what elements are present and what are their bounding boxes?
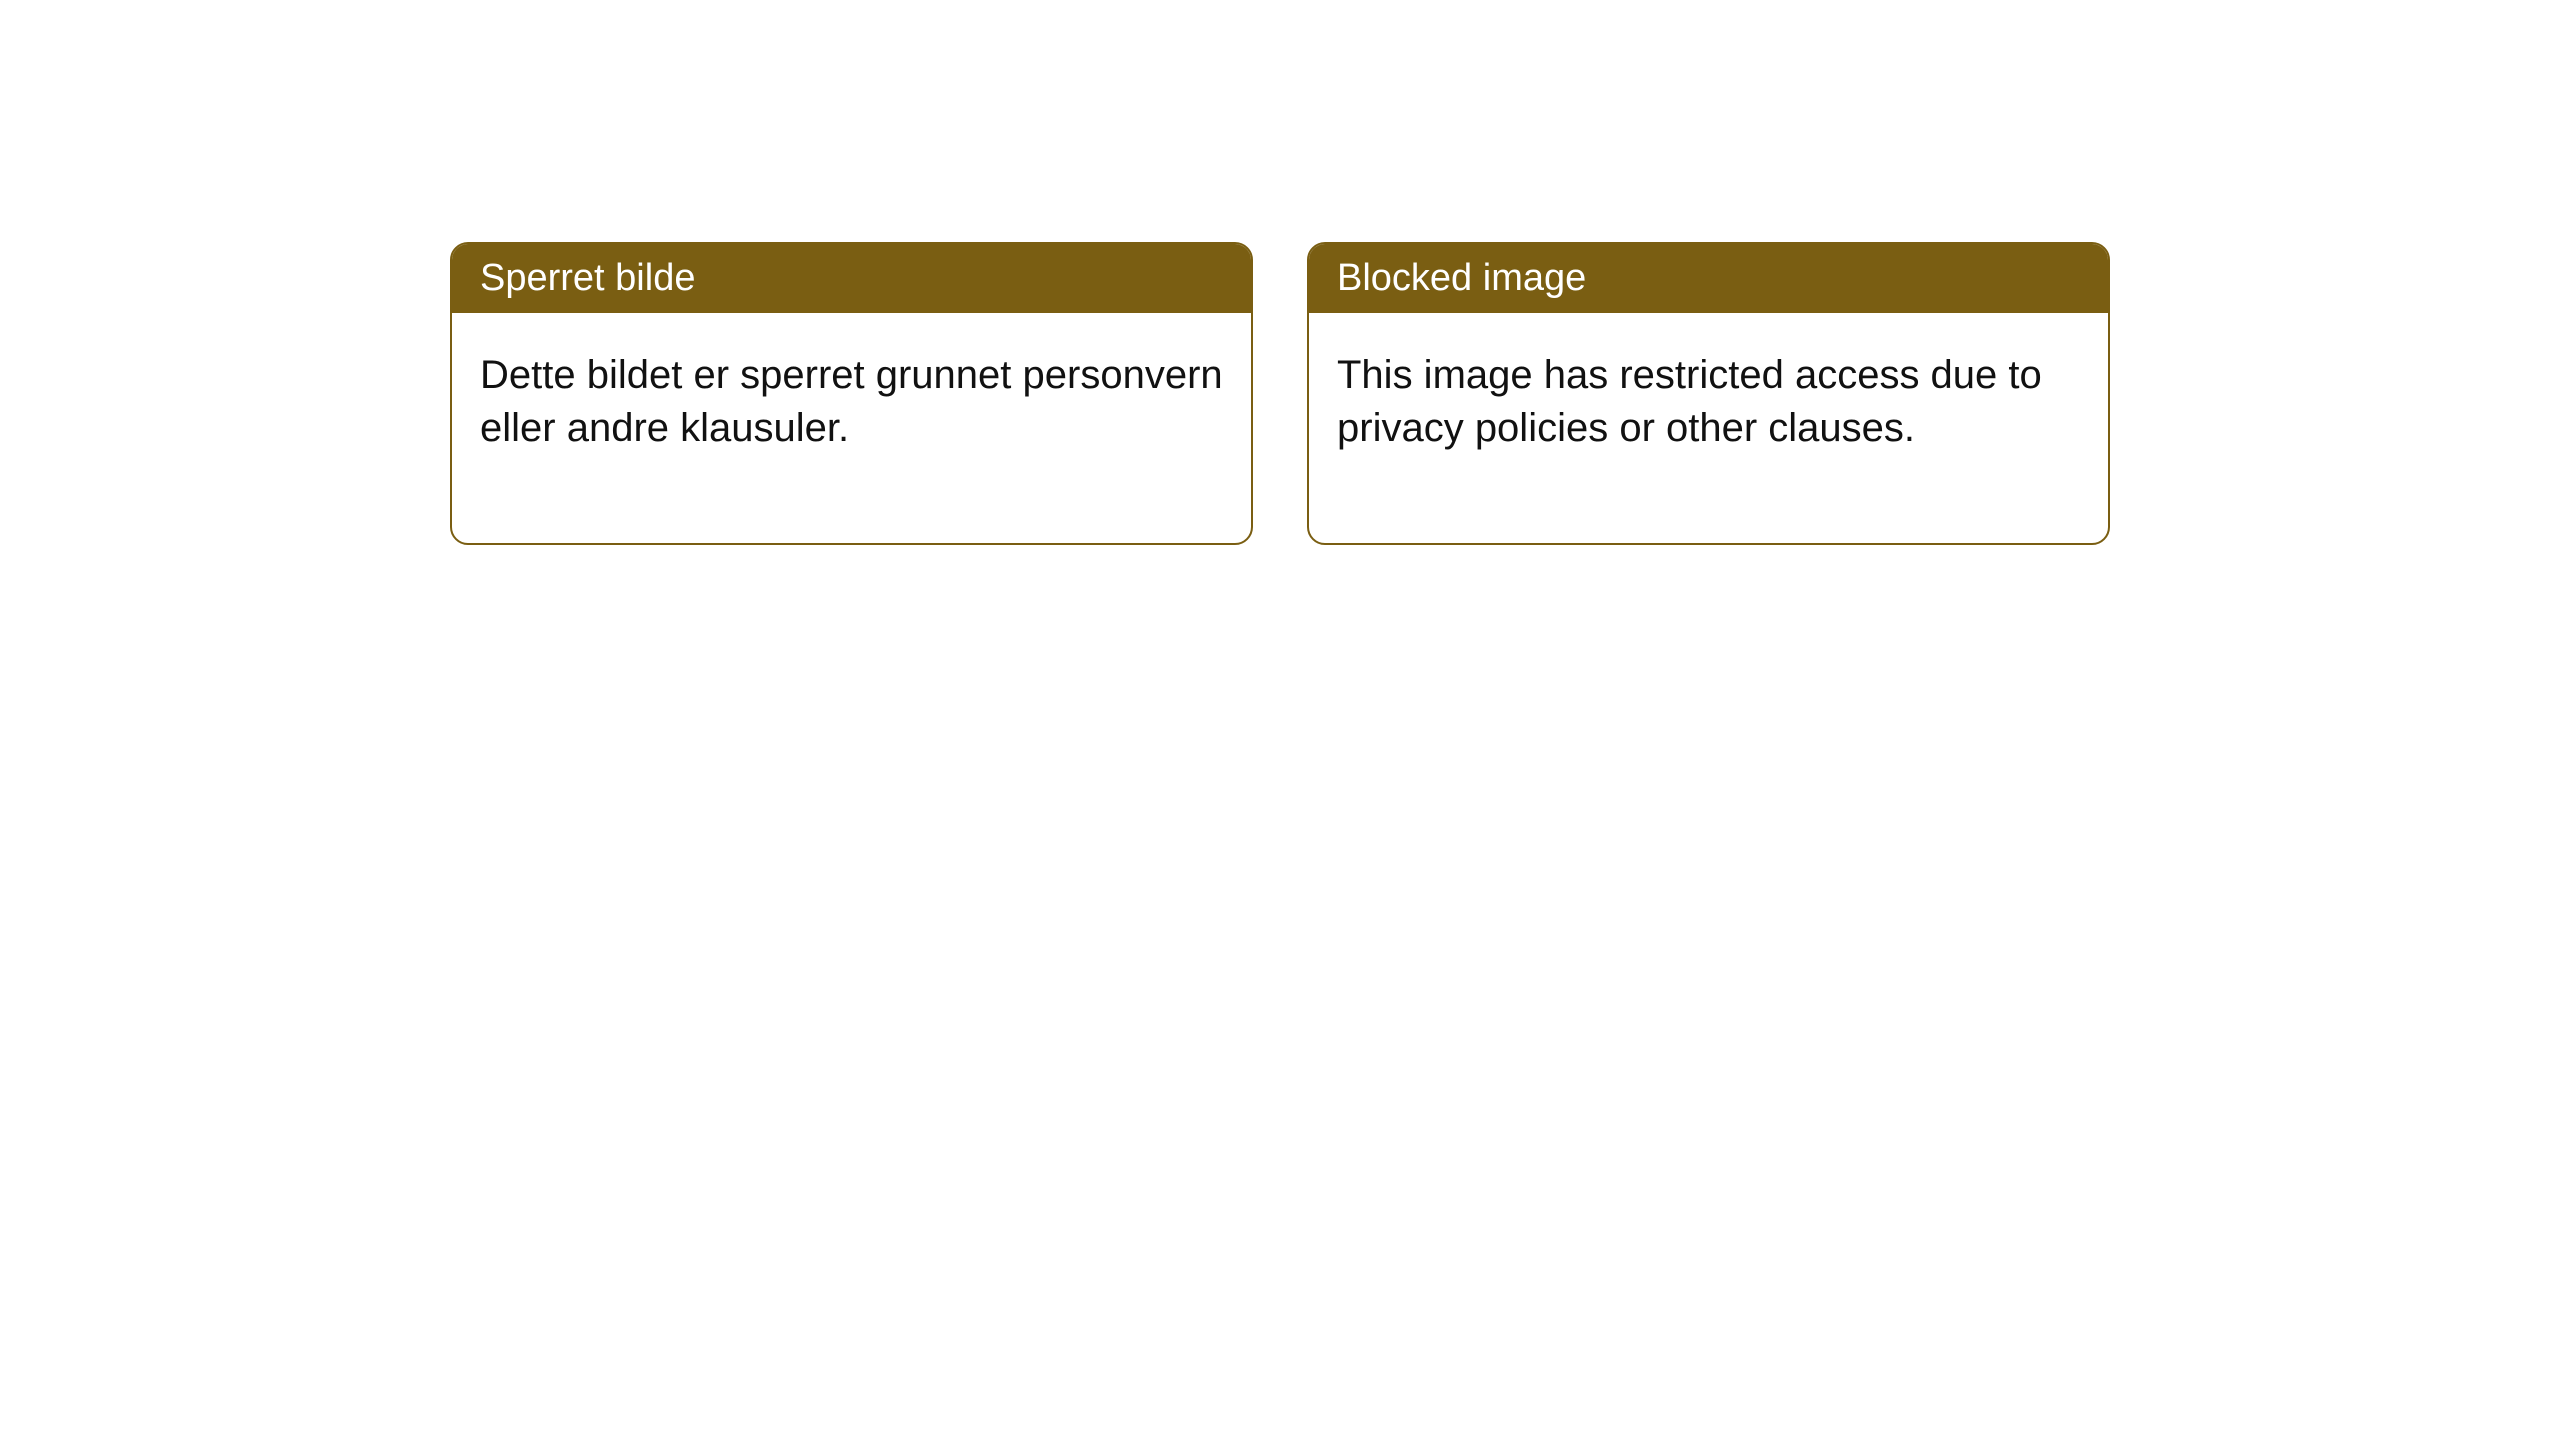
notice-title-no: Sperret bilde — [452, 244, 1251, 313]
notice-title-en: Blocked image — [1309, 244, 2108, 313]
notice-box-en: Blocked image This image has restricted … — [1307, 242, 2110, 545]
notice-message-en: This image has restricted access due to … — [1309, 313, 2108, 543]
notice-message-no: Dette bildet er sperret grunnet personve… — [452, 313, 1251, 543]
notice-container: Sperret bilde Dette bildet er sperret gr… — [0, 0, 2560, 545]
notice-box-no: Sperret bilde Dette bildet er sperret gr… — [450, 242, 1253, 545]
